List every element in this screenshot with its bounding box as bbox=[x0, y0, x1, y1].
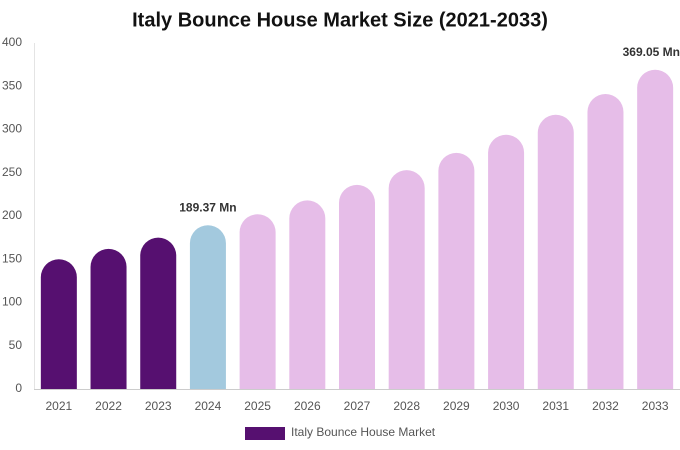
x-tick-label: 2029 bbox=[443, 399, 470, 413]
bar bbox=[587, 94, 624, 389]
x-tick-label: 2030 bbox=[493, 399, 520, 413]
bar bbox=[189, 225, 226, 389]
value-label: 189.37 Mn bbox=[179, 200, 236, 214]
x-tick-label: 2028 bbox=[393, 399, 420, 413]
x-tick-label: 2033 bbox=[642, 399, 669, 413]
y-tick-label: 250 bbox=[2, 165, 22, 179]
x-tick-label: 2027 bbox=[344, 399, 371, 413]
bar bbox=[537, 114, 574, 390]
y-tick-label: 0 bbox=[15, 381, 22, 395]
bar bbox=[339, 184, 375, 389]
x-tick-label: 2032 bbox=[592, 399, 619, 413]
bar bbox=[90, 248, 127, 389]
x-tick-label: 2024 bbox=[195, 399, 222, 413]
bar bbox=[637, 69, 674, 389]
y-tick-label: 150 bbox=[2, 251, 22, 265]
chart-title: Italy Bounce House Market Size (2021-203… bbox=[132, 9, 548, 31]
x-tick-label: 2025 bbox=[244, 399, 271, 413]
x-tick-label: 2022 bbox=[95, 399, 122, 413]
y-tick-label: 200 bbox=[2, 208, 22, 222]
x-tick-label: 2023 bbox=[145, 399, 172, 413]
y-tick-label: 350 bbox=[2, 78, 22, 92]
y-tick-label: 300 bbox=[2, 122, 22, 136]
y-tick-label: 100 bbox=[2, 295, 22, 309]
bar bbox=[40, 259, 77, 389]
value-label: 369.05 Mn bbox=[623, 45, 680, 59]
y-tick-label: 50 bbox=[9, 338, 23, 352]
bar bbox=[140, 237, 177, 389]
x-tick-label: 2021 bbox=[45, 399, 72, 413]
bar bbox=[239, 214, 276, 389]
legend-swatch bbox=[245, 427, 285, 440]
x-tick-label: 2031 bbox=[542, 399, 569, 413]
bar bbox=[488, 134, 525, 389]
bar bbox=[438, 152, 475, 389]
legend-label: Italy Bounce House Market bbox=[291, 425, 436, 439]
bar bbox=[388, 170, 425, 389]
x-tick-label: 2026 bbox=[294, 399, 321, 413]
y-tick-label: 400 bbox=[2, 35, 22, 49]
bar bbox=[289, 200, 326, 389]
